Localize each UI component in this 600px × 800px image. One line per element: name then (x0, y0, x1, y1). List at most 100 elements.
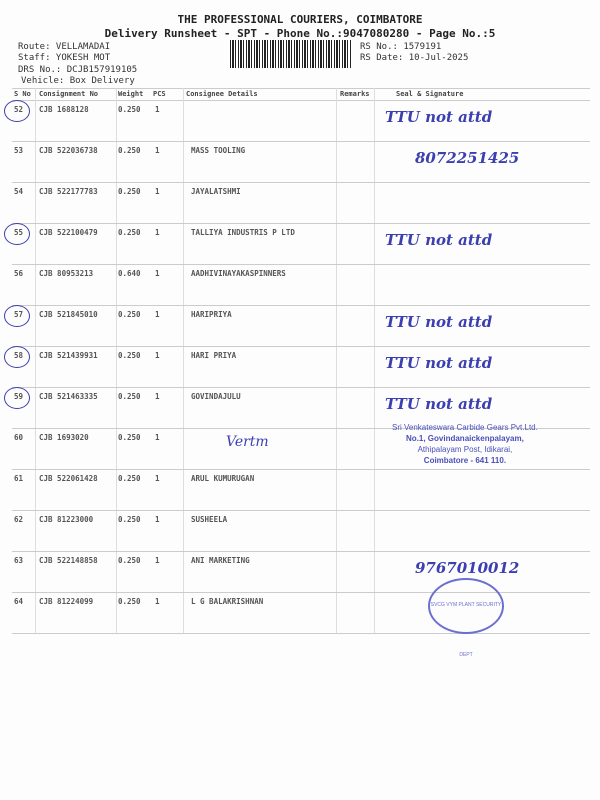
table-row: 60 CJB 1693020 0.250 1 (0, 430, 600, 471)
row-divider (12, 264, 590, 265)
col-divider (336, 88, 337, 633)
divider (12, 100, 590, 101)
weight: 0.250 (118, 228, 141, 237)
row-sno: 56 (14, 269, 24, 278)
consignee-name: MASS TOOLING (191, 146, 246, 155)
weight: 0.250 (118, 515, 141, 524)
security-seal: SVCG VYM PLANT SECURITY DEPT (428, 578, 504, 658)
weight: 0.250 (118, 597, 141, 606)
weight: 0.250 (118, 392, 141, 401)
consignment-number: CJB 521845010 (39, 310, 98, 319)
barcode (230, 40, 352, 68)
pieces: 1 (155, 187, 160, 196)
pieces: 1 (155, 556, 160, 565)
stamp-line: No.1, Govindanaickenpalayam, (406, 434, 524, 443)
pieces: 1 (155, 433, 160, 442)
col-divider (35, 88, 36, 633)
rs-number: RS No.: 1579191 (360, 42, 442, 52)
route: Route: VELLAMADAI (18, 42, 111, 52)
row-sno: 64 (14, 597, 24, 606)
table-row: 62 CJB 81223000 0.250 1 SUSHEELA (0, 512, 600, 553)
row-divider (12, 305, 590, 306)
weight: 0.250 (118, 146, 141, 155)
pieces: 1 (155, 105, 160, 114)
table-row: 54 CJB 522177783 0.250 1 JAYALATSHMI (0, 184, 600, 225)
col-sno: S No (14, 90, 31, 98)
vehicle: Vehicle: Box Delivery (21, 76, 135, 86)
drs-number: DRS No.: DCJB157919105 (18, 65, 138, 75)
stamp-line: Coimbatore - 641 110. (423, 456, 507, 465)
table-row: 57 CJB 521845010 0.250 1 HARIPRIYA TTU not at… (0, 305, 600, 348)
consignee-name: HARIPRIYA (191, 310, 232, 319)
table-row: 59 CJB 521463335 0.250 1 GOVINDAJULU TTU not … (0, 387, 600, 430)
col-pcs: PCS (153, 90, 166, 98)
divider (12, 88, 590, 89)
pieces: 1 (155, 515, 160, 524)
row-divider (12, 223, 590, 224)
weight: 0.250 (118, 351, 141, 360)
consignment-number: CJB 1693020 (39, 433, 89, 442)
col-divider (183, 88, 184, 633)
row-sno: 61 (14, 474, 24, 483)
stamp-line: Sri Venkateswara Carbide Gears Pvt.Ltd. (392, 423, 538, 432)
handwritten-note: 9767010012 (415, 559, 520, 577)
row-divider (12, 469, 590, 470)
col-signature: Seal & Signature (396, 90, 464, 98)
table-row: 55 CJB 522100479 0.250 1 TALLIYA INDUSTRIS P… (0, 223, 600, 266)
weight: 0.250 (118, 433, 141, 442)
row-divider (12, 551, 590, 552)
seal-text: SVCG VYM PLANT SECURITY DEPT (430, 602, 502, 658)
row-divider (12, 141, 590, 142)
weight: 0.250 (118, 187, 141, 196)
row-sno: 60 (14, 433, 24, 442)
weight: 0.640 (118, 269, 141, 278)
table-row: 58 CJB 521439931 0.250 1 HARI PRIYA TTU not a… (0, 346, 600, 389)
weight: 0.250 (118, 556, 141, 565)
consignment-number: CJB 521463335 (39, 392, 98, 401)
pieces: 1 (155, 228, 160, 237)
table-row: 64 CJB 81224099 0.250 1 L G BALAKRISHNAN (0, 594, 600, 635)
consignee-name: ARUL KUMURUGAN (191, 474, 255, 483)
handwritten-name: Vertm (226, 434, 269, 450)
consignment-number: CJB 81224099 (39, 597, 94, 606)
col-consignee: Consignee Details (186, 90, 258, 98)
table-row: 63 CJB 522148858 0.250 1 ANI MARKETING 976701… (0, 553, 600, 594)
consignment-number: CJB 522148858 (39, 556, 98, 565)
company-stamp: Sri Venkateswara Carbide Gears Pvt.Ltd. … (392, 422, 538, 466)
consignee-name: GOVINDAJULU (191, 392, 241, 401)
pieces: 1 (155, 474, 160, 483)
handwritten-note: TTU not attd (385, 354, 493, 372)
company-title: THE PROFESSIONAL COURIERS, COIMBATORE (177, 13, 423, 26)
handwritten-note: TTU not attd (385, 313, 493, 331)
stamp-line: Athipalayam Post, Idikarai, (417, 445, 513, 454)
pieces: 1 (155, 597, 160, 606)
rs-date: RS Date: 10-Jul-2025 (360, 53, 469, 63)
weight: 0.250 (118, 310, 141, 319)
consignment-number: CJB 522100479 (39, 228, 98, 237)
row-divider (12, 387, 590, 388)
col-consignment: Consignment No (39, 90, 99, 98)
row-divider (12, 633, 590, 634)
staff: Staff: YOKESH MOT (18, 53, 111, 63)
row-divider (12, 428, 590, 429)
weight: 0.250 (118, 474, 141, 483)
consignment-number: CJB 522036738 (39, 146, 98, 155)
row-sno: 54 (14, 187, 24, 196)
consignment-number: CJB 522177783 (39, 187, 98, 196)
circled-mark (4, 223, 30, 245)
table-row: 56 CJB 80953213 0.640 1 AADHIVINAYAKASPINNER… (0, 266, 600, 307)
consignee-name: JAYALATSHMI (191, 187, 241, 196)
consignee-name: L G BALAKRISHNAN (191, 597, 264, 606)
table-row: 52 CJB 1688128 0.250 1 TTU not attd (0, 100, 600, 143)
weight: 0.250 (118, 105, 141, 114)
pieces: 1 (155, 392, 160, 401)
row-sno: 53 (14, 146, 24, 155)
circled-mark (4, 305, 30, 327)
table-row: 53 CJB 522036738 0.250 1 MASS TOOLING 8072251… (0, 143, 600, 184)
consignment-number: CJB 80953213 (39, 269, 94, 278)
circled-mark (4, 100, 30, 122)
consignee-name: HARI PRIYA (191, 351, 237, 360)
consignee-name: ANI MARKETING (191, 556, 250, 565)
handwritten-note: 8072251425 (415, 149, 520, 167)
